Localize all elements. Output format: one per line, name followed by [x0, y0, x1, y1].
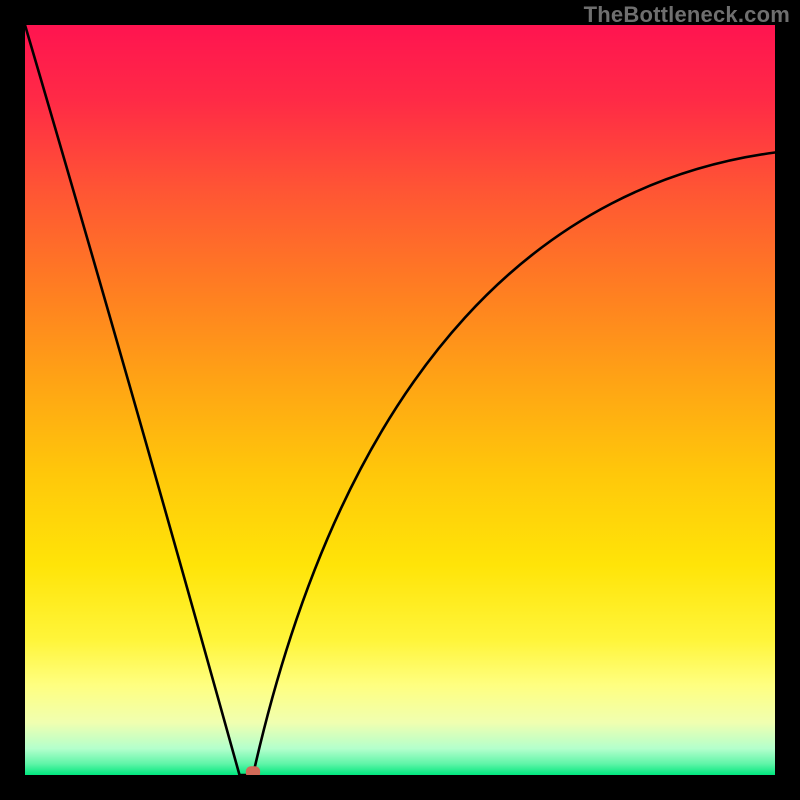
plot-svg — [25, 25, 775, 775]
plot-area — [25, 25, 775, 775]
minimum-marker — [246, 766, 260, 775]
chart-frame: TheBottleneck.com — [0, 0, 800, 800]
